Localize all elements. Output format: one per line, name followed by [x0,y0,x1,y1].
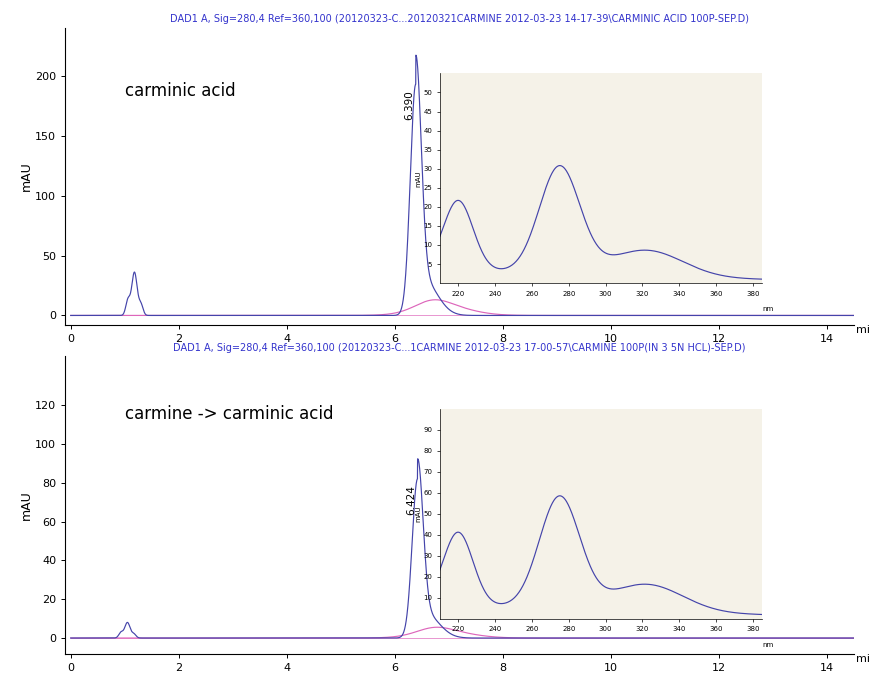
Y-axis label: mAU: mAU [19,490,32,520]
Title: DAD1 A, Sig=280,4 Ref=360,100 (20120323-C...1CARMINE 2012-03-23 17-00-57\CARMINE: DAD1 A, Sig=280,4 Ref=360,100 (20120323-… [173,343,746,353]
Text: carmine -> carminic acid: carmine -> carminic acid [125,405,334,423]
Y-axis label: mAU: mAU [19,161,32,192]
Title: DAD1 A, Sig=280,4 Ref=360,100 (20120323-C...20120321CARMINE 2012-03-23 14-17-39\: DAD1 A, Sig=280,4 Ref=360,100 (20120323-… [170,15,749,24]
Text: nm: nm [762,306,773,312]
Text: nm: nm [762,642,773,648]
Text: 6.390: 6.390 [404,90,415,120]
Y-axis label: mAU: mAU [415,505,422,522]
Text: carminic acid: carminic acid [125,82,235,100]
Text: min: min [856,325,871,335]
Y-axis label: mAU: mAU [415,170,422,187]
Text: 6.424: 6.424 [406,484,416,514]
Text: min: min [856,654,871,663]
